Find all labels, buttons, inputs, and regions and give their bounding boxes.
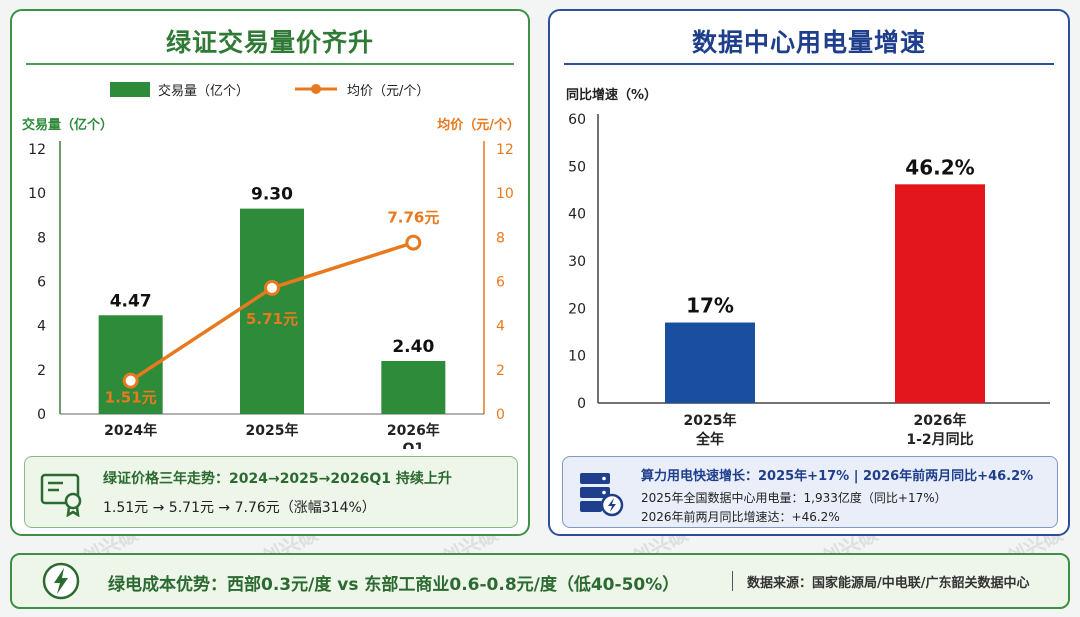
x-category-label: 2024年	[104, 422, 157, 439]
price-value-label: 7.76元	[387, 209, 439, 227]
panel-title: 绿证交易量价齐升	[165, 28, 374, 57]
data-center-power-panel: 数据中心用电量增速 同比增速（%） 0 10 20 30 40 50 60 17% 46.2% 20…	[548, 9, 1070, 536]
info-detail: 1.51元 → 5.71元 → 7.76元（涨幅314%）	[103, 500, 376, 516]
power-growth-info-box: 算力用电快速增长：2025年+17% | 2026年前两月同比+46.2% 20…	[562, 456, 1058, 528]
title-divider	[26, 63, 514, 65]
y-axis-title-left: 交易量（亿个）	[22, 117, 113, 133]
bar-volume	[240, 208, 304, 414]
info-detail: 2025年全国数据中心用电量：1,933亿度（同比+17%）	[641, 491, 947, 505]
y-tick-label: 10	[568, 349, 586, 365]
bar-value-label: 46.2%	[905, 155, 974, 179]
info-headline: 算力用电快速增长：2025年+17% | 2026年前两月同比+46.2%	[641, 469, 1034, 484]
price-point	[122, 372, 139, 389]
y-tick-label-left: 0	[37, 407, 46, 423]
x-category-label: 2026年	[914, 412, 967, 429]
certificate-icon	[40, 473, 82, 517]
price-value-label: 5.71元	[246, 310, 298, 328]
y-tick-label-right: 10	[496, 186, 514, 202]
panel-title: 数据中心用电量增速	[691, 28, 926, 57]
y-tick-label-right: 2	[496, 363, 505, 379]
lightning-icon	[42, 562, 80, 600]
y-tick-label-right: 12	[496, 142, 514, 158]
bar-volume	[381, 361, 446, 414]
info-detail: 2026年前两月同比增速达：+46.2%	[641, 510, 840, 524]
bar-value-label: 4.47	[110, 291, 152, 311]
y-tick-label: 50	[568, 159, 586, 175]
y-tick-label-left: 10	[28, 186, 46, 202]
price-value-label: 1.51元	[105, 389, 157, 407]
y-tick-label-right: 4	[496, 319, 505, 335]
x-category-label: Q1	[403, 441, 425, 449]
title-divider	[564, 63, 1054, 65]
bar-growth	[895, 184, 985, 403]
legend-marker-price	[311, 84, 321, 94]
bar-value-label: 17%	[686, 294, 734, 318]
y-tick-label-right: 0	[496, 407, 505, 423]
x-category-label: 2025年	[684, 412, 737, 429]
y-tick-label-left: 4	[37, 319, 46, 335]
banner-divider	[732, 571, 733, 591]
y-axis-title-right: 均价（元/个）	[437, 117, 520, 133]
bar-value-label: 2.40	[392, 337, 434, 357]
legend-label-volume: 交易量（亿个）	[158, 83, 249, 99]
y-tick-label: 0	[577, 396, 586, 412]
green-certificate-panel: 绿证交易量价齐升 交易量（亿个） 均价（元/个） 交易量（亿个） 均价（元/个） 0 0 2…	[10, 9, 530, 536]
y-tick-label-right: 8	[496, 230, 505, 246]
y-tick-label: 40	[568, 207, 586, 223]
cost-advantage-text: 绿电成本优势：西部0.3元/度 vs 东部工商业0.6-0.8元/度（低40-5…	[108, 575, 680, 595]
bar-value-label: 9.30	[251, 185, 293, 205]
y-tick-label-left: 2	[37, 363, 46, 379]
x-category-label: 2026年	[387, 422, 440, 439]
x-category-label: 全年	[695, 431, 724, 448]
server-power-icon	[580, 473, 624, 517]
info-headline: 绿证价格三年走势：2024→2025→2026Q1 持续上升	[103, 471, 452, 487]
y-tick-label: 20	[568, 301, 586, 317]
legend-swatch-volume	[110, 82, 150, 97]
y-tick-label: 60	[568, 112, 586, 128]
x-category-label: 1-2月同比	[906, 431, 973, 448]
y-tick-label-left: 6	[37, 275, 46, 291]
green-certificate-chart: 交易量（亿个） 均价（元/个） 交易量（亿个） 均价（元/个） 0 0 2 2 4 4 6 6 8 8 10…	[22, 82, 520, 449]
y-tick-label-left: 8	[37, 230, 46, 246]
price-point	[264, 279, 280, 296]
x-category-label: 2025年	[246, 422, 299, 439]
cost-advantage-banner: 绿电成本优势：西部0.3元/度 vs 东部工商业0.6-0.8元/度（低40-5…	[10, 553, 1070, 609]
price-point	[405, 234, 422, 251]
y-tick-label-left: 12	[28, 142, 46, 158]
data-source-text: 数据来源：国家能源局/中电联/广东韶关数据中心	[747, 576, 1030, 591]
y-tick-label: 30	[568, 254, 586, 270]
y-axis-title: 同比增速（%）	[566, 87, 657, 103]
bar-growth	[665, 322, 755, 403]
price-trend-info-box: 绿证价格三年走势：2024→2025→2026Q1 持续上升 1.51元 → 5…	[24, 456, 518, 528]
y-tick-label-right: 6	[496, 275, 505, 291]
legend-label-price: 均价（元/个）	[347, 84, 429, 99]
